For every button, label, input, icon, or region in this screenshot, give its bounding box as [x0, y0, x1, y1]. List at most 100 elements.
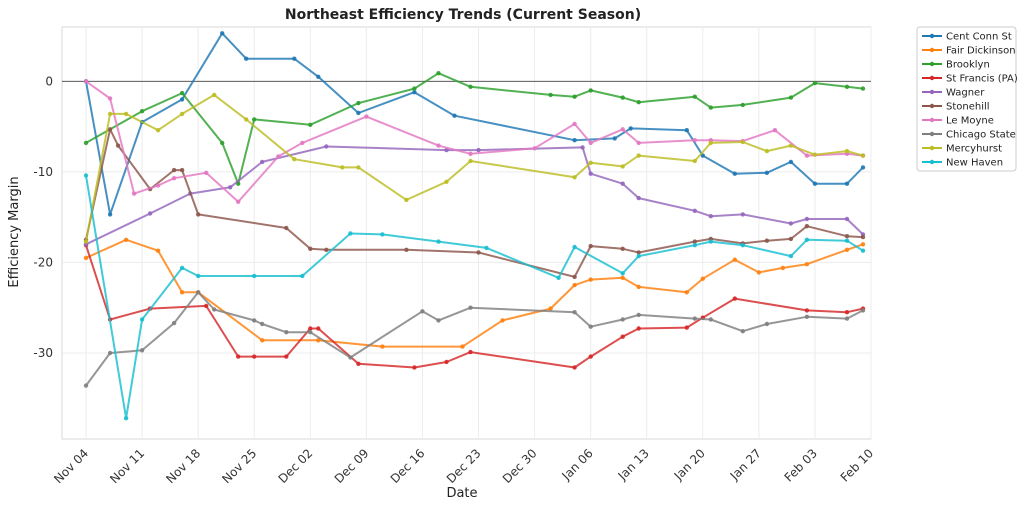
data-point-fair-dickinson	[179, 290, 185, 295]
data-point-st-francis-pa	[316, 326, 321, 331]
data-point-mercyhurst	[572, 175, 577, 180]
data-point-chicago-state	[308, 330, 313, 335]
legend-marker	[929, 89, 935, 95]
data-point-stonehill	[404, 247, 409, 252]
y-tick-label: 0	[45, 74, 53, 88]
data-point-st-francis-pa	[468, 349, 473, 355]
x-axis-title: Date	[446, 486, 477, 501]
data-point-brooklyn	[252, 117, 257, 122]
data-point-le-moyne	[532, 146, 537, 151]
data-point-fair-dickinson	[588, 277, 593, 282]
legend-label: New Haven	[946, 158, 1003, 169]
series-fair-dickinson	[83, 237, 866, 349]
data-point-fair-dickinson	[684, 290, 689, 295]
data-point-new-haven	[139, 317, 145, 322]
data-point-st-francis-pa	[620, 334, 625, 339]
data-point-cent-conn-st	[316, 74, 321, 80]
data-point-brooklyn	[812, 80, 818, 86]
data-point-mercyhurst	[844, 148, 850, 154]
data-point-mercyhurst	[404, 197, 409, 203]
data-point-brooklyn	[412, 86, 417, 91]
legend-label: St Francis (PA)	[946, 74, 1018, 85]
data-point-new-haven	[636, 253, 641, 259]
legend-item-mercyhurst: Mercyhurst	[922, 144, 1002, 155]
legend-label: Brooklyn	[946, 60, 990, 71]
data-point-st-francis-pa	[356, 361, 361, 366]
data-point-new-haven	[692, 243, 697, 248]
data-point-mercyhurst	[155, 128, 161, 133]
data-point-mercyhurst	[812, 152, 818, 157]
legend-label: Cent Conn St	[946, 32, 1012, 43]
data-point-st-francis-pa	[204, 303, 209, 309]
data-point-brooklyn	[692, 94, 697, 99]
data-point-mercyhurst	[356, 165, 361, 170]
data-point-cent-conn-st	[452, 113, 457, 118]
data-point-stonehill	[196, 212, 201, 217]
legend-item-new-haven: New Haven	[922, 158, 1003, 169]
data-point-fair-dickinson	[860, 242, 866, 247]
data-point-brooklyn	[548, 92, 553, 98]
data-point-stonehill	[107, 127, 113, 132]
data-point-le-moyne	[364, 114, 369, 119]
data-point-stonehill	[620, 246, 625, 251]
data-point-fair-dickinson	[756, 270, 762, 275]
legend-item-brooklyn: Brooklyn	[922, 60, 990, 71]
series-line-cent-conn-st	[85, 32, 864, 216]
data-point-le-moyne	[155, 183, 161, 188]
data-point-brooklyn	[708, 105, 713, 110]
data-point-wagner	[708, 214, 713, 219]
data-point-mercyhurst	[764, 148, 770, 154]
data-point-chicago-state	[107, 350, 113, 356]
series-mercyhurst	[83, 92, 866, 244]
y-tick-label: -10	[33, 165, 53, 179]
data-point-chicago-state	[764, 321, 770, 327]
data-point-le-moyne	[692, 138, 697, 143]
data-point-mercyhurst	[788, 143, 794, 148]
data-point-le-moyne	[436, 143, 441, 148]
data-point-wagner	[740, 212, 745, 217]
series-line-le-moyne	[85, 80, 864, 203]
data-point-mercyhurst	[212, 92, 217, 98]
data-point-brooklyn	[308, 122, 313, 128]
data-point-wagner	[788, 221, 794, 226]
data-point-le-moyne	[620, 127, 625, 132]
data-point-new-haven	[860, 248, 866, 253]
data-point-chicago-state	[139, 348, 145, 353]
data-point-stonehill	[324, 247, 329, 252]
data-point-le-moyne	[276, 154, 281, 159]
data-point-mercyhurst	[468, 158, 473, 164]
data-point-brooklyn	[588, 88, 593, 93]
data-point-brooklyn	[860, 86, 866, 91]
data-point-new-haven	[179, 265, 185, 271]
legend-label: Le Moyne	[946, 116, 994, 127]
data-point-new-haven	[83, 173, 89, 178]
data-point-cent-conn-st	[788, 159, 794, 165]
data-point-fair-dickinson	[83, 255, 89, 261]
legend-marker	[929, 131, 935, 137]
data-point-brooklyn	[620, 95, 625, 100]
data-point-le-moyne	[300, 140, 305, 146]
y-axis-title: Efficiency Margin	[7, 176, 22, 287]
data-point-wagner	[636, 195, 641, 201]
plot-frame	[61, 26, 872, 440]
data-point-chicago-state	[468, 305, 473, 310]
data-point-wagner	[588, 171, 593, 176]
data-point-cent-conn-st	[572, 138, 577, 143]
data-point-brooklyn	[220, 140, 225, 146]
series-new-haven	[83, 173, 866, 421]
data-point-chicago-state	[284, 330, 289, 335]
data-point-stonehill	[844, 234, 850, 239]
series-le-moyne	[83, 79, 866, 204]
data-point-st-francis-pa	[684, 325, 689, 330]
data-point-stonehill	[588, 243, 593, 249]
data-point-cent-conn-st	[612, 136, 617, 141]
data-point-new-haven	[620, 271, 625, 276]
data-point-mercyhurst	[107, 111, 113, 117]
data-point-mercyhurst	[620, 164, 625, 169]
data-point-chicago-state	[436, 318, 441, 323]
data-point-brooklyn	[179, 90, 185, 96]
data-point-cent-conn-st	[244, 56, 249, 61]
legend-marker	[929, 75, 935, 81]
data-point-le-moyne	[588, 140, 593, 146]
